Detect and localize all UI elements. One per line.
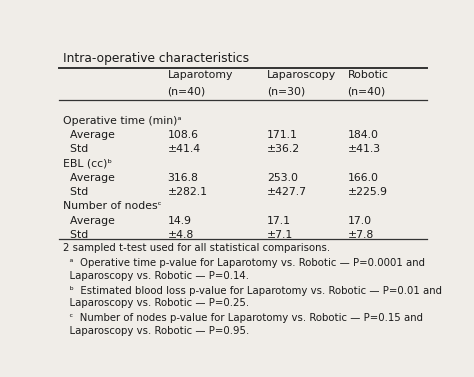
Text: EBL (cc)ᵇ: EBL (cc)ᵇ	[63, 159, 112, 169]
Text: 316.8: 316.8	[168, 173, 199, 183]
Text: ±225.9: ±225.9	[347, 187, 388, 197]
Text: ᵇ  Estimated blood loss p-value for Laparotomy vs. Robotic — P=0.01 and: ᵇ Estimated blood loss p-value for Lapar…	[63, 286, 442, 296]
Text: Average: Average	[63, 216, 115, 225]
Text: Laparoscopy vs. Robotic — P=0.95.: Laparoscopy vs. Robotic — P=0.95.	[63, 326, 249, 336]
Text: ᵃ  Operative time p-value for Laparotomy vs. Robotic — P=0.0001 and: ᵃ Operative time p-value for Laparotomy …	[63, 258, 425, 268]
Text: 184.0: 184.0	[347, 130, 379, 140]
Text: Std: Std	[63, 230, 88, 239]
Text: ±41.4: ±41.4	[168, 144, 201, 154]
Text: 17.0: 17.0	[347, 216, 372, 225]
Text: Laparotomy: Laparotomy	[168, 70, 233, 80]
Text: 14.9: 14.9	[168, 216, 191, 225]
Text: ±7.1: ±7.1	[267, 230, 293, 239]
Text: (n=40): (n=40)	[168, 86, 206, 96]
Text: ±282.1: ±282.1	[168, 187, 208, 197]
Text: ±4.8: ±4.8	[168, 230, 194, 239]
Text: 2 sampled t-test used for all statistical comparisons.: 2 sampled t-test used for all statistica…	[63, 243, 330, 253]
Text: Laparoscopy vs. Robotic — P=0.14.: Laparoscopy vs. Robotic — P=0.14.	[63, 271, 249, 280]
Text: (n=30): (n=30)	[267, 86, 305, 96]
Text: ±41.3: ±41.3	[347, 144, 381, 154]
Text: Number of nodesᶜ: Number of nodesᶜ	[63, 201, 162, 211]
Text: ±36.2: ±36.2	[267, 144, 300, 154]
Text: Average: Average	[63, 173, 115, 183]
Text: Robotic: Robotic	[347, 70, 389, 80]
Text: (n=40): (n=40)	[347, 86, 386, 96]
Text: Laparoscopy vs. Robotic — P=0.25.: Laparoscopy vs. Robotic — P=0.25.	[63, 298, 249, 308]
Text: Intra-operative characteristics: Intra-operative characteristics	[63, 52, 249, 66]
Text: 17.1: 17.1	[267, 216, 291, 225]
Text: Operative time (min)ᵃ: Operative time (min)ᵃ	[63, 116, 182, 126]
Text: ±427.7: ±427.7	[267, 187, 307, 197]
Text: 166.0: 166.0	[347, 173, 379, 183]
Text: Laparoscopy: Laparoscopy	[267, 70, 336, 80]
Text: 108.6: 108.6	[168, 130, 199, 140]
Text: Std: Std	[63, 187, 88, 197]
Text: 253.0: 253.0	[267, 173, 298, 183]
Text: 171.1: 171.1	[267, 130, 298, 140]
Text: ±7.8: ±7.8	[347, 230, 374, 239]
Text: Std: Std	[63, 144, 88, 154]
Text: Average: Average	[63, 130, 115, 140]
Text: ᶜ  Number of nodes p-value for Laparotomy vs. Robotic — P=0.15 and: ᶜ Number of nodes p-value for Laparotomy…	[63, 313, 423, 323]
